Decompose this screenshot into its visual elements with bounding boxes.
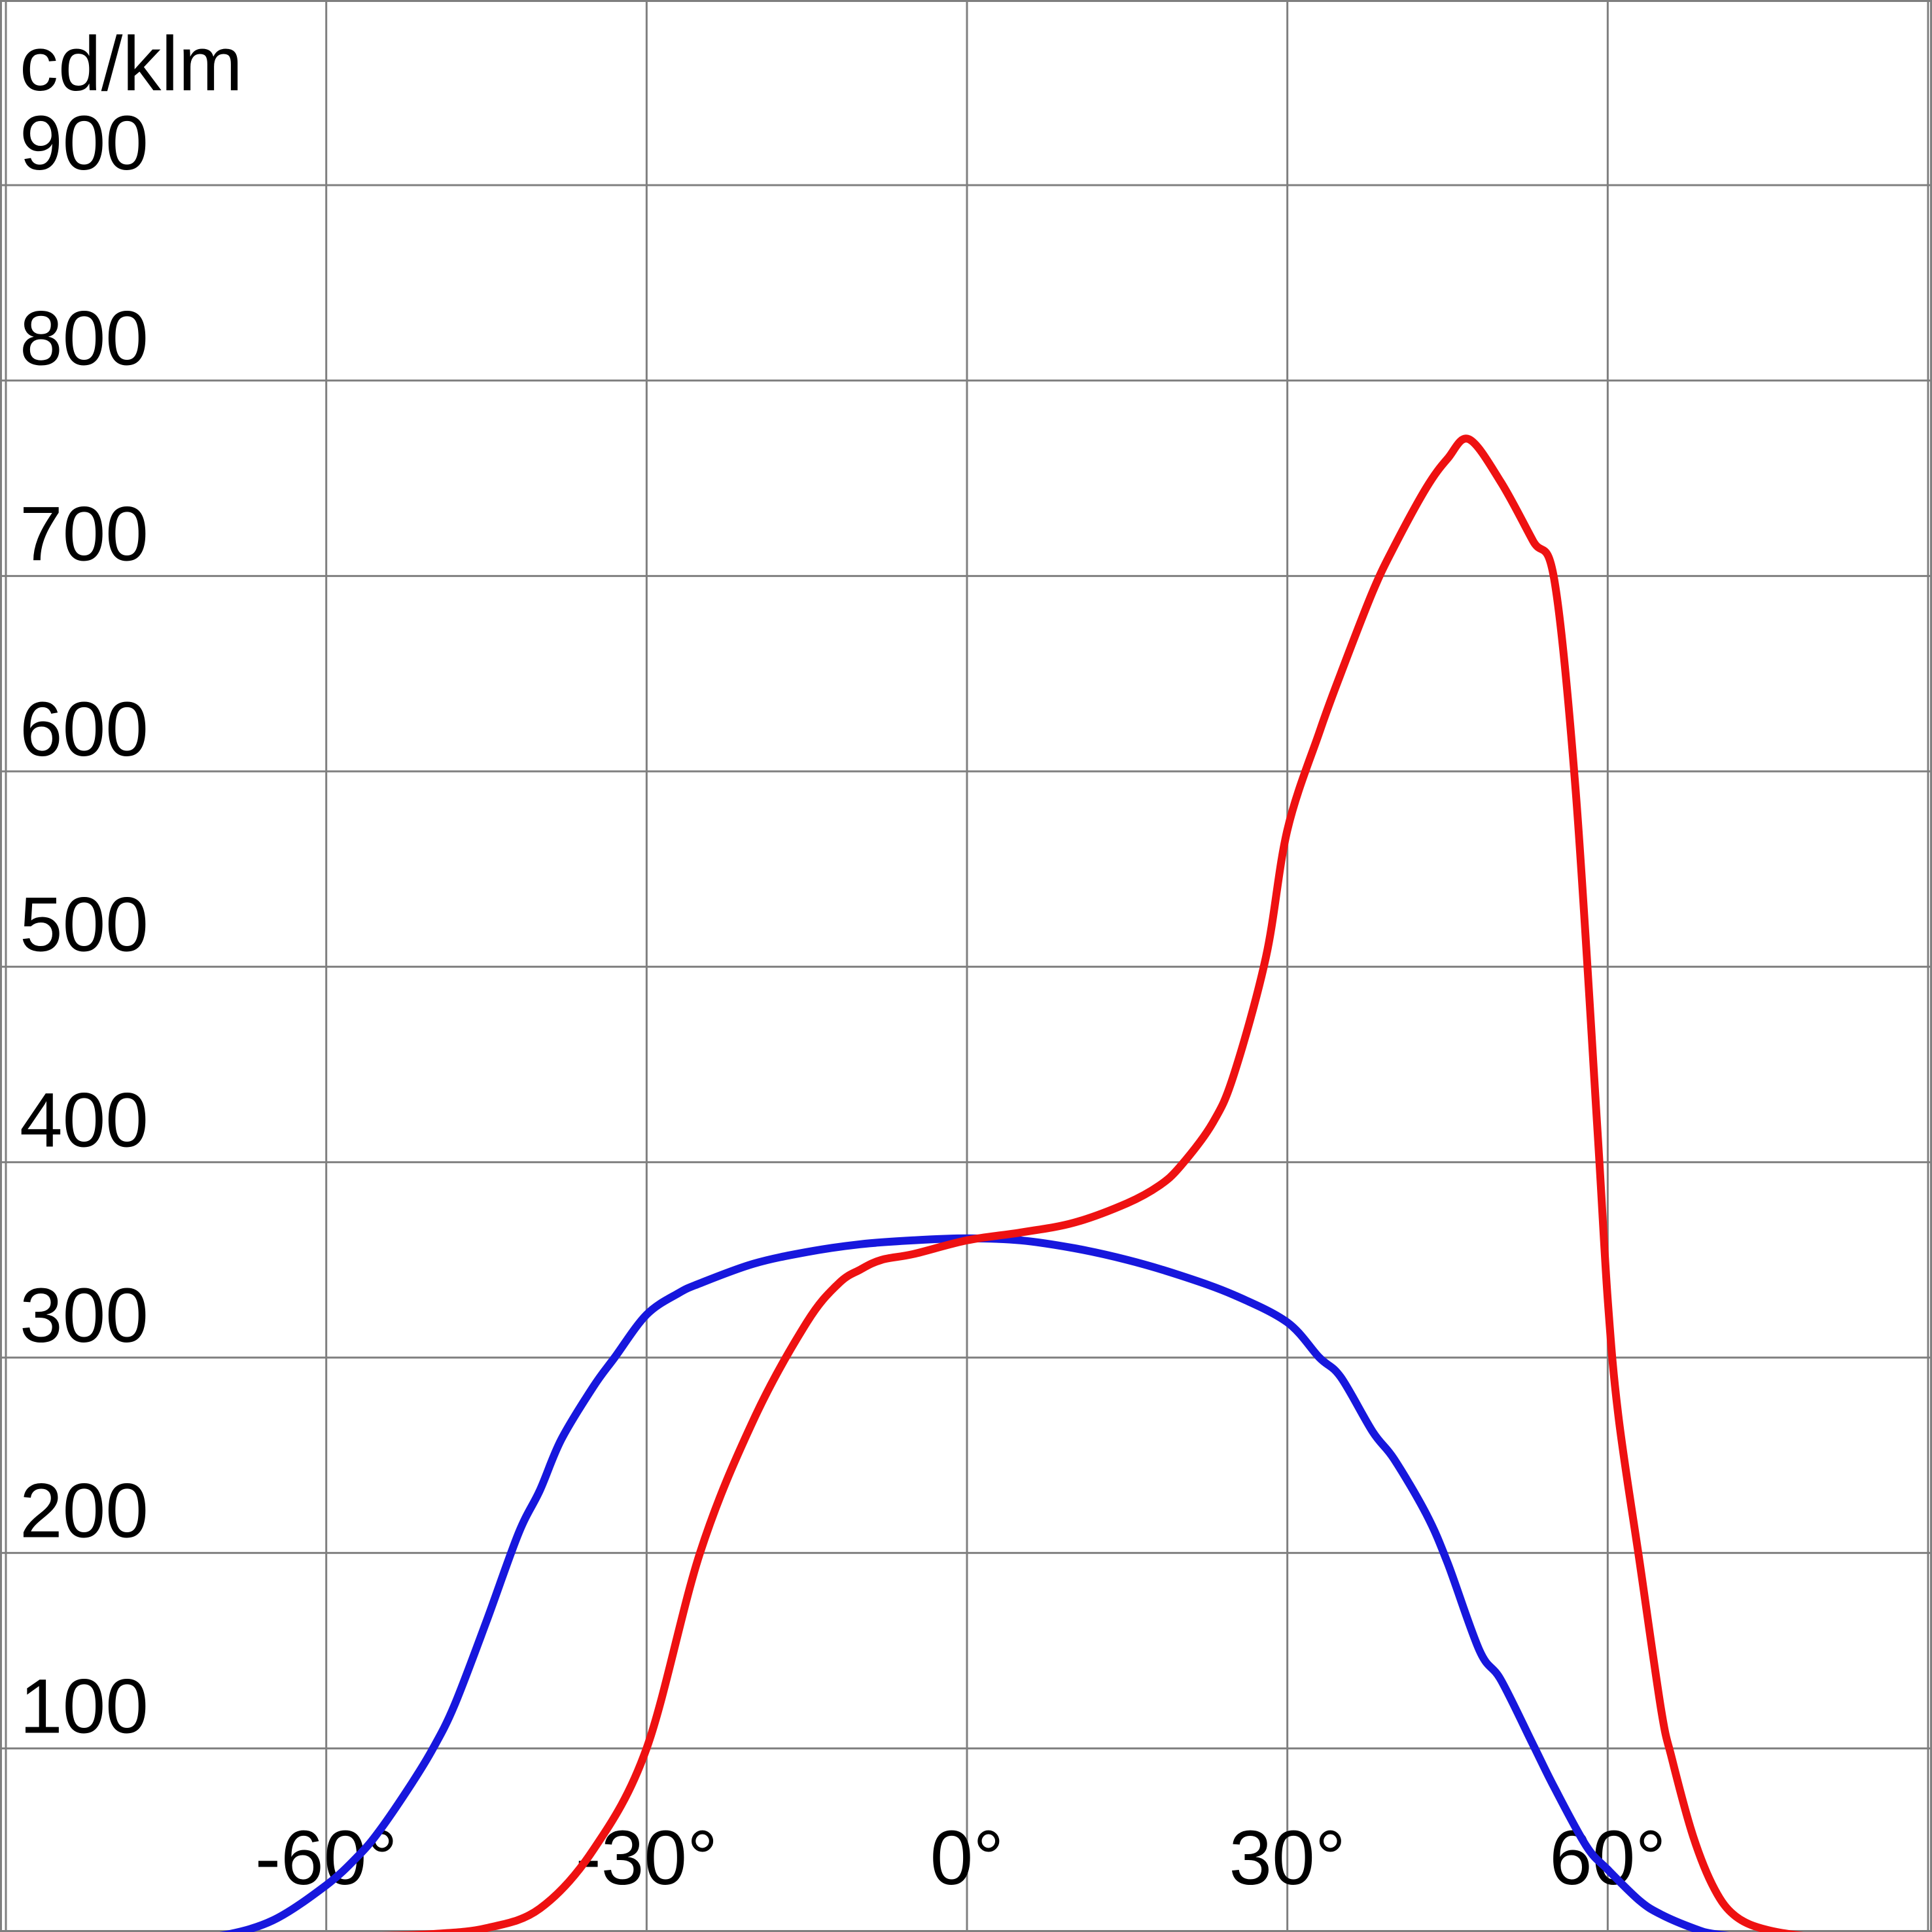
unit-label: cd/klm [20,21,243,107]
x-tick-label: 0° [930,1815,1004,1901]
x-tick-label: 30° [1229,1815,1345,1901]
y-tick-label: 700 [20,491,149,577]
y-tick-label: 200 [20,1468,149,1554]
y-tick-label: 600 [20,686,149,773]
y-tick-label: 500 [20,882,149,968]
red-curve [381,434,1804,1932]
y-tick-label: 100 [20,1663,149,1749]
x-tick-label: 60° [1549,1815,1666,1901]
y-tick-label: 800 [20,296,149,382]
x-tick-label: -30° [575,1815,718,1901]
x-axis-labels: -60° -30° 0° 30° 60° [255,1815,1666,1901]
y-tick-label: 300 [20,1273,149,1359]
series-layer [219,434,1804,1932]
y-tick-label: 900 [20,100,149,186]
y-axis-labels: 100 200 300 400 500 600 700 800 900 [20,100,149,1749]
y-tick-label: 400 [20,1077,149,1163]
